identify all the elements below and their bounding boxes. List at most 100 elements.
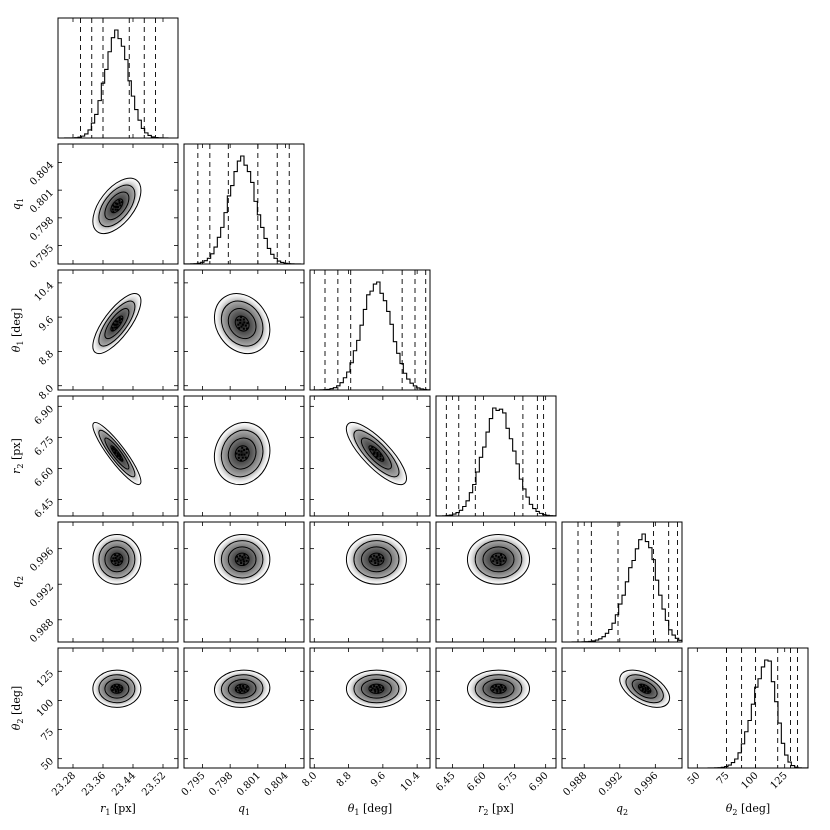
sample-point-5-0-12	[111, 685, 114, 688]
panel-3-0: 6.45 6.60 6.75 6.90	[33, 395, 179, 520]
x-tick-label-5-3: 125	[769, 770, 790, 791]
sample-point-2-1-7	[242, 318, 245, 321]
panel-5-5: 50 75 100 125	[686, 647, 809, 792]
sample-point-5-0-9	[111, 689, 114, 692]
x-tick-label-2-0: 8.0	[300, 770, 319, 789]
sample-point-3-0-9	[111, 447, 114, 450]
sample-point-2-0-13	[111, 329, 114, 332]
sample-point-3-2-9	[369, 448, 372, 451]
sample-point-5-0-1	[114, 688, 117, 691]
sample-point-5-4-9	[639, 686, 642, 689]
sample-point-3-2-12	[371, 446, 374, 449]
contour-5-3-0	[490, 683, 507, 694]
sample-point-1-0-3	[113, 205, 116, 208]
y-tick-label-5-3: 125	[35, 669, 56, 690]
histogram-1	[183, 155, 305, 265]
contour-3-1-3	[213, 421, 271, 486]
sample-point-3-2-4	[372, 448, 375, 451]
y-axis-label-2: θ1 [deg]	[10, 308, 25, 352]
contour-5-1-2	[220, 674, 264, 704]
sample-point-4-0-3	[113, 560, 116, 563]
sample-point-5-2-3	[377, 689, 380, 692]
panel-2-2	[309, 269, 431, 391]
sample-point-4-3-12	[491, 555, 494, 558]
histogram-2	[309, 281, 431, 391]
y-tick-label-3-3: 6.90	[33, 404, 57, 428]
contour-3-1-1	[227, 437, 257, 470]
panel-frame-3-0	[57, 395, 179, 517]
y-tick-label-2-0: 8.0	[37, 383, 56, 402]
sample-point-4-1-0	[242, 558, 245, 561]
x-tick-label-4-2: 0.996	[632, 770, 660, 798]
sample-point-3-1-7	[245, 451, 248, 454]
y-axis-label-4: q2	[10, 576, 25, 588]
sample-point-5-1-4	[244, 687, 247, 690]
sample-point-3-2-13	[382, 458, 385, 461]
sample-point-5-4-1	[642, 687, 645, 690]
panel-5-3: 6.45 6.60 6.75 6.90	[434, 647, 557, 794]
sample-point-5-1-1	[242, 686, 245, 689]
x-tick-label-2-2: 9.6	[369, 770, 388, 789]
x-tick-label-4-0: 0.988	[561, 770, 589, 798]
sample-point-3-1-4	[243, 449, 246, 452]
sample-point-4-2-12	[369, 555, 372, 558]
panel-2-1	[183, 269, 305, 391]
contour-4-1-1	[227, 546, 257, 573]
sample-point-5-1-2	[241, 689, 244, 692]
sample-point-5-0-10	[117, 684, 120, 687]
sample-point-5-3-6	[496, 690, 499, 693]
x-tick-label-1-0: 0.795	[180, 770, 208, 798]
contour-4-2-3	[345, 533, 407, 585]
sample-point-4-0-0	[115, 559, 118, 562]
sample-point-5-3-12	[491, 685, 494, 688]
contour-1-0-2	[98, 184, 136, 228]
y-tick-label-1-3: 0.804	[28, 160, 56, 188]
contour-4-2-0	[368, 552, 385, 567]
sample-point-5-3-5	[501, 686, 504, 689]
contour-1-0-0	[110, 198, 124, 214]
y-tick-label-5-1: 75	[39, 727, 56, 744]
sample-point-5-4-0	[644, 688, 647, 691]
sample-point-5-3-10	[499, 684, 502, 687]
contour-2-0-3	[92, 293, 142, 355]
histogram-3	[435, 407, 557, 517]
sample-point-5-0-7	[114, 685, 117, 688]
sample-point-1-0-5	[114, 208, 117, 211]
sample-point-3-0-13	[121, 458, 124, 461]
sample-point-3-0-2	[116, 452, 119, 455]
sample-point-3-1-1	[240, 450, 243, 453]
x-tick-label-0-2: 23.44	[110, 770, 138, 798]
panel-frame-4-1	[183, 521, 305, 643]
panel-4-1	[183, 521, 305, 643]
sample-point-4-1-11	[242, 563, 245, 566]
sample-point-5-2-4	[371, 687, 374, 690]
sample-point-4-1-12	[236, 555, 239, 558]
sample-point-3-0-4	[113, 448, 116, 451]
sample-point-5-2-10	[377, 684, 380, 687]
sample-point-3-2-2	[376, 451, 379, 454]
sample-point-1-0-4	[118, 201, 121, 204]
sample-point-5-3-9	[492, 689, 495, 692]
contour-5-1-1	[227, 678, 257, 699]
sample-point-5-2-8	[380, 688, 383, 691]
sample-point-3-0-0	[116, 453, 119, 456]
sample-point-4-1-4	[237, 557, 240, 560]
sample-point-3-1-6	[237, 449, 240, 452]
sample-point-3-0-5	[119, 455, 122, 458]
sample-point-5-4-10	[646, 686, 649, 689]
sample-point-5-3-7	[495, 685, 498, 688]
x-tick-label-5-2: 100	[739, 770, 760, 791]
sample-point-5-1-8	[236, 686, 239, 689]
sample-point-2-1-13	[246, 327, 249, 330]
sample-point-2-1-4	[239, 318, 242, 321]
sample-point-2-1-11	[238, 327, 241, 330]
sample-point-4-0-1	[114, 556, 117, 559]
contour-3-0-0	[110, 445, 124, 462]
sample-point-5-1-0	[239, 687, 242, 690]
sample-point-3-1-3	[238, 453, 241, 456]
panel-frame-3-3	[435, 395, 557, 517]
sample-point-4-3-1	[495, 559, 498, 562]
sample-point-3-1-8	[237, 456, 240, 459]
sample-point-4-2-9	[370, 560, 373, 563]
sample-point-4-1-2	[241, 555, 244, 558]
